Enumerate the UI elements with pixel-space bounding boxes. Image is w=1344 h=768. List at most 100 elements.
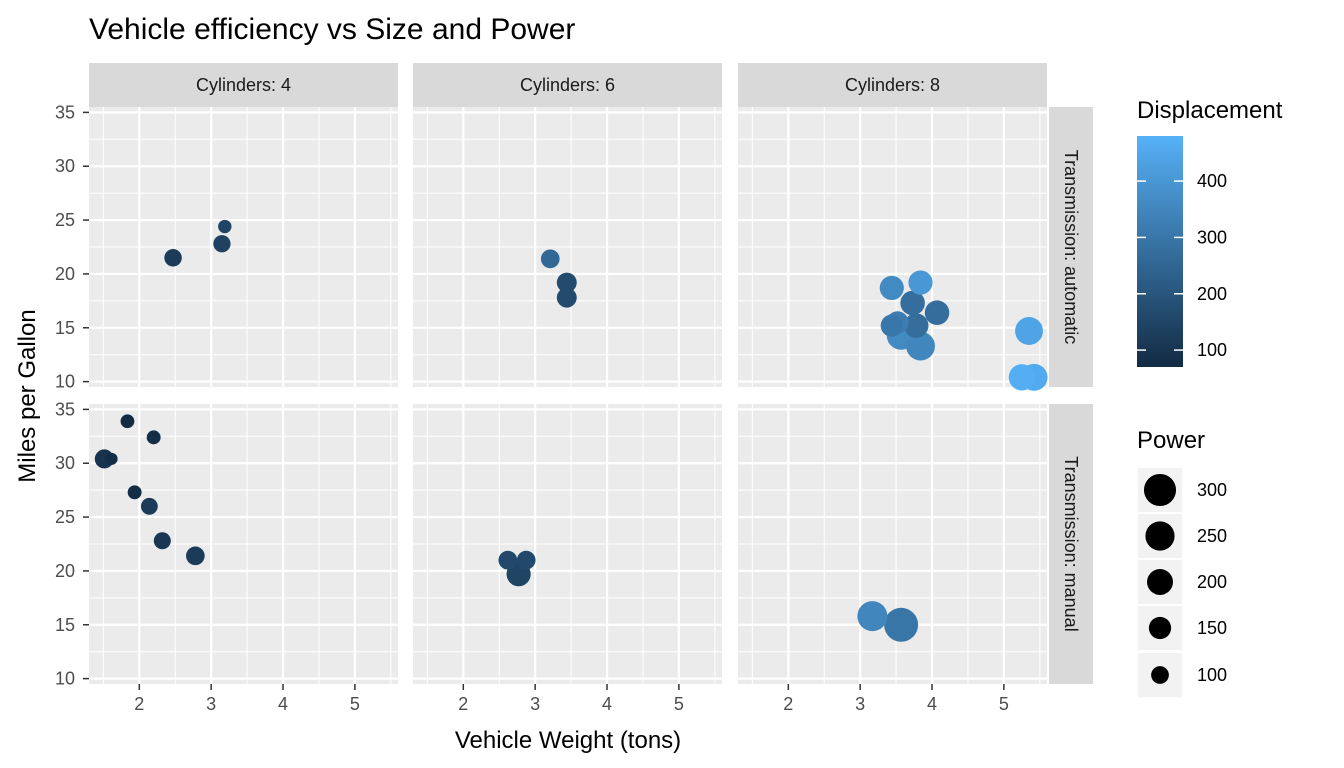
data-point — [146, 430, 161, 445]
size-key-symbol — [1147, 569, 1173, 595]
data-point — [540, 249, 560, 269]
size-key-250: 250 — [1138, 514, 1227, 558]
data-point — [880, 314, 903, 337]
size-key-label: 250 — [1197, 526, 1227, 546]
x-tick-label: 5 — [999, 694, 1009, 714]
strip-background — [738, 63, 1047, 107]
x-tick-label: 3 — [206, 694, 216, 714]
color-tick-label: 200 — [1197, 284, 1227, 304]
color-tick-label: 400 — [1197, 171, 1227, 191]
facet-strip-col-1: Cylinders: 4 — [89, 63, 398, 107]
strip-label: Cylinders: 6 — [520, 75, 615, 95]
data-point — [140, 497, 158, 515]
chart-title: Vehicle efficiency vs Size and Power — [89, 13, 575, 46]
data-point — [498, 550, 518, 570]
facet-panel-r0-c1 — [413, 107, 722, 387]
data-point — [879, 275, 904, 301]
color-tick-label: 100 — [1197, 340, 1227, 360]
data-point — [105, 452, 118, 465]
x-tick-label: 2 — [783, 694, 793, 714]
x-tick-label: 3 — [855, 694, 865, 714]
strip-label: Transmission: manual — [1061, 456, 1081, 631]
data-point — [900, 290, 925, 316]
data-point — [120, 414, 135, 429]
data-point — [556, 272, 577, 293]
size-legend-keys: 300 250 200 150 100 — [1138, 468, 1227, 697]
data-point — [556, 287, 577, 308]
strip-label: Cylinders: 4 — [196, 75, 291, 95]
y-tick-label: 25 — [55, 507, 75, 527]
color-bar — [1137, 136, 1183, 367]
y-tick-label: 15 — [55, 615, 75, 635]
data-point — [186, 546, 205, 566]
size-key-label: 300 — [1197, 480, 1227, 500]
data-point — [213, 235, 231, 253]
strip-background — [413, 63, 722, 107]
color-legend-ticks: 100 200 300 400 — [1137, 171, 1227, 360]
strip-label: Transmission: automatic — [1061, 150, 1081, 344]
x-tick-label: 4 — [278, 694, 288, 714]
size-key-symbol — [1143, 473, 1177, 507]
color-legend: Displacement 100 200 300 400 — [1137, 97, 1283, 367]
size-key-label: 200 — [1197, 572, 1227, 592]
data-point — [1015, 317, 1044, 345]
size-key-label: 150 — [1197, 618, 1227, 638]
y-axis-title: Miles per Gallon — [14, 309, 41, 482]
facet-panels — [89, 107, 1047, 684]
data-point — [884, 607, 919, 642]
size-legend: Power 300 250 200 150 100 — [1137, 427, 1227, 697]
x-tick-label: 2 — [134, 694, 144, 714]
x-tick-label: 4 — [927, 694, 937, 714]
facet-strip-row-2: Transmission: manual — [1049, 404, 1093, 684]
y-tick-label: 35 — [55, 102, 75, 122]
x-tick-label: 5 — [350, 694, 360, 714]
y-axes: 10 15 20 25 30 35 10 15 20 25 30 35 — [55, 102, 89, 689]
y-tick-label: 30 — [55, 156, 75, 176]
data-point — [1008, 364, 1035, 391]
x-tick-label: 4 — [602, 694, 612, 714]
facet-panel-r0-c0 — [89, 107, 398, 387]
size-key-100: 100 — [1138, 653, 1227, 697]
facet-panel-r1-c1 — [413, 404, 722, 684]
y-tick-label: 15 — [55, 318, 75, 338]
data-point — [908, 270, 933, 295]
y-tick-label: 30 — [55, 453, 75, 473]
color-legend-title: Displacement — [1137, 97, 1283, 124]
facet-strip-col-2: Cylinders: 6 — [413, 63, 722, 107]
data-point — [903, 313, 929, 338]
strip-background — [1049, 107, 1093, 387]
data-point — [153, 532, 171, 550]
data-point — [127, 485, 142, 500]
facet-strip-row-1: Transmission: automatic — [1049, 107, 1093, 387]
x-axes: 2 3 4 5 2 3 4 5 2 3 4 5 — [134, 684, 1009, 714]
facet-panel-r1-c0 — [89, 404, 398, 684]
data-point — [164, 249, 182, 267]
x-tick-label: 2 — [458, 694, 468, 714]
size-key-300: 300 — [1138, 468, 1227, 512]
x-axis-title: Vehicle Weight (tons) — [455, 727, 681, 754]
size-key-label: 100 — [1197, 665, 1227, 685]
y-tick-label: 10 — [55, 372, 75, 392]
size-key-symbol — [1151, 666, 1169, 684]
facet-strip-col-3: Cylinders: 8 — [738, 63, 1047, 107]
strip-label: Cylinders: 8 — [845, 75, 940, 95]
data-point — [516, 550, 536, 570]
facet-panel-r1-c2 — [738, 404, 1047, 684]
y-tick-label: 35 — [55, 399, 75, 419]
size-legend-title: Power — [1137, 427, 1205, 454]
x-tick-label: 5 — [674, 694, 684, 714]
data-point — [924, 300, 950, 325]
y-tick-label: 10 — [55, 669, 75, 689]
facet-strips: Cylinders: 4 Cylinders: 6 Cylinders: 8 Tran… — [89, 63, 1093, 684]
data-point — [857, 601, 888, 632]
strip-background — [1049, 404, 1093, 684]
strip-background — [89, 63, 398, 107]
color-tick-label: 300 — [1197, 227, 1227, 247]
size-key-symbol — [1145, 521, 1175, 551]
y-tick-label: 20 — [55, 561, 75, 581]
data-points — [94, 219, 1048, 642]
data-point — [906, 331, 935, 361]
size-key-symbol — [1148, 616, 1172, 640]
size-key-150: 150 — [1138, 606, 1227, 650]
